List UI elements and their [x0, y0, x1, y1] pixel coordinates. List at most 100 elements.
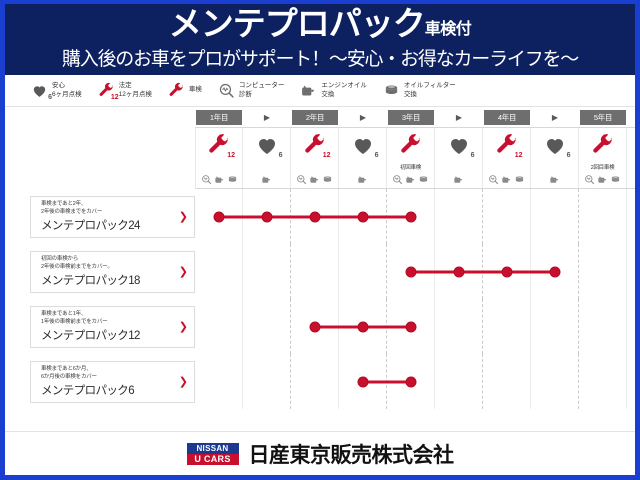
engine-oil-icon — [549, 174, 560, 185]
package-label-text: 車検まであと2年、 2年後の車検までをカバー メンテプロパック24 — [41, 200, 175, 234]
service-main-icon-wrap: 12 — [495, 133, 523, 163]
column-gridline — [435, 354, 483, 409]
engine-oil-icon — [597, 174, 608, 185]
column-gridline — [579, 244, 627, 299]
computer-diagnosis-icon — [392, 174, 403, 185]
nissan-ucars-logo: NISSAN U CARS — [186, 442, 239, 465]
column-gridline — [435, 299, 483, 354]
column-gridline — [195, 244, 243, 299]
service-main-icon-wrap: 6 — [351, 133, 379, 163]
column-gridline — [483, 299, 531, 354]
package-label-3[interactable]: 車検まであと1年、 1年後の車検前までをカバー メンテプロパック12 ❯ — [30, 305, 195, 348]
legend-label: エンジンオイル 交換 — [321, 82, 367, 98]
service-badge: 12 — [322, 152, 331, 159]
oil-filter-icon — [322, 174, 333, 185]
coverage-segment — [411, 270, 555, 273]
service-column-1: 12 — [195, 128, 243, 188]
service-badge: 12 — [514, 152, 523, 159]
service-sub-icons — [201, 172, 238, 186]
column-gridline — [579, 354, 627, 409]
coverage-dot — [309, 321, 321, 332]
service-sub-icons — [584, 172, 621, 186]
year-cell-1: 1年目 — [195, 109, 243, 125]
service-main-icon-wrap: 12 — [303, 133, 331, 163]
package-track — [195, 354, 631, 409]
wrench-icon — [399, 133, 423, 157]
timeline-grid: 1年目 ▶ 2年目 ▶ 3年目 ▶ 4年目 ▶ 5年目 12 6 12 6 初回車検 6 12 6 2回目車検 … — [5, 107, 635, 431]
coverage-dot — [309, 211, 321, 222]
wrench-icon — [168, 82, 185, 99]
service-badge: 12 — [227, 152, 235, 159]
package-label-2[interactable]: 初回の車検から 2年後の車検前までをカバー。 メンテプロパック18 ❯ — [30, 250, 195, 293]
package-arrow-icon: ❯ — [178, 211, 188, 223]
service-column-9: 2回目車検 — [579, 128, 627, 188]
service-badge: 6 — [374, 152, 379, 159]
engine-oil-icon — [501, 174, 512, 185]
coverage-dot — [405, 376, 417, 387]
service-sub-icons — [488, 172, 525, 186]
coverage-dot — [357, 321, 369, 332]
year-arrow-icon: ▶ — [455, 112, 463, 122]
package-row[interactable]: 車検まであと6か月、 6か月後の車検をカバー メンテプロパック6 ❯ — [5, 354, 635, 409]
legend-label: 車検 — [188, 86, 202, 94]
year-arrow-icon: ▶ — [359, 112, 367, 122]
year-label: 1年目 — [196, 109, 242, 125]
year-label: 5年目 — [580, 109, 626, 125]
service-badge: 6 — [278, 152, 283, 159]
title-main: メンテプロパック — [168, 5, 426, 42]
service-column-2: 6 — [243, 128, 291, 188]
legend-badge: 12 — [110, 94, 119, 101]
package-track — [195, 299, 631, 354]
year-label: 4年目 — [484, 109, 530, 125]
legend-item-3: 車検 — [168, 82, 202, 99]
package-row[interactable]: 初回の車検から 2年後の車検前までをカバー。 メンテプロパック18 ❯ — [5, 244, 635, 299]
wrench-icon — [591, 133, 615, 157]
computer-diagnosis-icon — [201, 174, 212, 185]
heart-icon: 6 — [543, 133, 571, 159]
column-gridline — [387, 299, 435, 354]
service-column-7: 12 — [483, 128, 531, 188]
coverage-dot — [213, 211, 225, 222]
service-main-icon-wrap: 6 — [447, 133, 475, 163]
year-label: 3年目 — [388, 109, 434, 125]
package-row[interactable]: 車検まであと1年、 1年後の車検前までをカバー メンテプロパック12 ❯ — [5, 299, 635, 354]
package-label-4[interactable]: 車検まであと6か月、 6か月後の車検をカバー メンテプロパック6 ❯ — [30, 360, 195, 403]
service-icon-row: 12 6 12 6 初回車検 6 12 6 2回目車検 — [195, 127, 635, 189]
package-row[interactable]: 車検まであと2年、 2年後の車検までをカバー メンテプロパック24 ❯ — [5, 189, 635, 244]
legend-badge: 6 — [48, 94, 52, 101]
engine-oil-icon — [309, 174, 320, 185]
column-gridline — [387, 189, 435, 244]
service-note: 2回目車検 — [590, 165, 615, 171]
wrench-icon: 12 — [98, 82, 119, 101]
package-label-1[interactable]: 車検まであと2年、 2年後の車検までをカバー メンテプロパック24 ❯ — [30, 195, 195, 238]
computer-diagnosis-icon — [488, 174, 499, 185]
poster-header: メンテプロパック 車検付 購入後のお車をプロがサポート！～安心・お得なカーライフ… — [5, 4, 635, 75]
legend-item-6: オイルフィルター 交換 — [383, 82, 456, 99]
engine-oil-icon — [405, 174, 416, 185]
column-gridline — [579, 299, 627, 354]
service-column-5: 初回車検 — [387, 128, 435, 188]
nissan-logo-top: NISSAN — [186, 442, 239, 454]
column-gridline — [531, 354, 579, 409]
column-gridline — [339, 244, 387, 299]
service-main-icon-wrap: 6 — [543, 133, 571, 163]
column-gridline — [243, 299, 291, 354]
package-label-text: 初回の車検から 2年後の車検前までをカバー。 メンテプロパック18 — [41, 255, 175, 289]
coverage-dot — [453, 266, 465, 277]
legend-label: コンピューター 診断 — [238, 82, 285, 98]
company-name: 日産東京販売株式会社 — [248, 443, 455, 467]
package-arrow-icon: ❯ — [178, 376, 188, 388]
coverage-dot — [357, 376, 369, 387]
coverage-dot — [261, 211, 273, 222]
engine-oil-icon — [214, 174, 225, 185]
oil-filter-icon — [383, 82, 400, 99]
service-column-6: 6 — [435, 128, 483, 188]
package-name: メンテプロパック6 — [41, 385, 135, 398]
wrench-icon: 12 — [303, 133, 331, 159]
column-gridline — [291, 354, 339, 409]
engine-oil-icon — [300, 82, 317, 99]
legend-item-5: エンジンオイル 交換 — [300, 82, 367, 99]
service-note: 初回車検 — [400, 165, 421, 171]
service-sub-icons — [296, 172, 333, 186]
